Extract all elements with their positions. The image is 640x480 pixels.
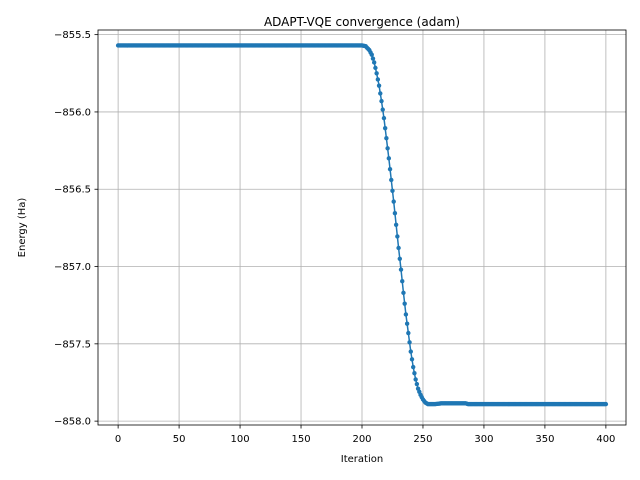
data-point	[412, 371, 417, 376]
data-point	[401, 290, 406, 296]
data-point	[403, 312, 409, 317]
data-point	[390, 188, 395, 193]
x-axis-label: Iteration	[341, 454, 383, 465]
data-point	[404, 321, 410, 326]
x-tick-label: 400	[596, 434, 615, 445]
data-point	[402, 301, 407, 306]
data-point	[371, 60, 377, 65]
x-tick-label: 150	[291, 434, 310, 445]
data-point	[374, 71, 379, 76]
x-tick-label: 0	[115, 434, 121, 445]
data-point	[382, 125, 388, 131]
data-point	[414, 381, 420, 387]
data-point	[413, 377, 418, 382]
data-series	[115, 43, 609, 407]
data-point	[380, 107, 385, 112]
data-point	[373, 65, 378, 71]
x-tick-label: 250	[413, 434, 432, 445]
data-point	[395, 234, 400, 239]
data-point	[409, 357, 415, 362]
y-tick-label: −858.0	[54, 417, 91, 428]
grid	[98, 30, 626, 425]
data-point	[384, 136, 389, 141]
data-point	[392, 211, 398, 216]
chart-title: ADAPT-VQE convergence (adam)	[264, 15, 460, 29]
data-point	[389, 177, 394, 183]
data-point	[408, 349, 413, 354]
x-tick-label: 100	[231, 434, 250, 445]
data-point	[386, 156, 392, 161]
data-point	[370, 56, 376, 61]
data-point	[369, 52, 374, 57]
data-point	[406, 330, 411, 336]
data-point	[393, 222, 399, 227]
x-tick-label: 50	[173, 434, 186, 445]
y-tick-label: −857.0	[54, 262, 91, 273]
x-tick-label: 350	[535, 434, 554, 445]
y-tick-label: −856.5	[54, 185, 91, 196]
data-point	[381, 115, 387, 121]
data-point	[376, 83, 382, 88]
data-point	[407, 340, 412, 345]
y-tick-label: −856.0	[54, 107, 91, 118]
x-tick-label: 200	[352, 434, 371, 445]
y-tick-label: −855.5	[54, 30, 91, 41]
x-axis: 0 50 100 150 200 250 300 350 400	[115, 425, 615, 445]
data-point	[398, 267, 404, 272]
data-point	[379, 98, 384, 104]
data-point	[378, 91, 383, 96]
data-point	[375, 77, 381, 82]
data-point	[396, 245, 401, 251]
y-axis-label: Energy (Ha)	[17, 198, 28, 258]
data-point	[387, 166, 393, 172]
x-tick-label: 300	[474, 434, 493, 445]
data-point	[400, 279, 405, 284]
data-point	[411, 364, 416, 370]
data-point	[385, 146, 390, 151]
y-axis: −855.5 −856.0 −856.5 −857.0 −857.5 −858.0	[54, 30, 98, 428]
data-point	[391, 199, 396, 204]
data-point	[397, 256, 402, 262]
data-point	[603, 401, 609, 407]
y-tick-label: −857.5	[54, 339, 91, 350]
